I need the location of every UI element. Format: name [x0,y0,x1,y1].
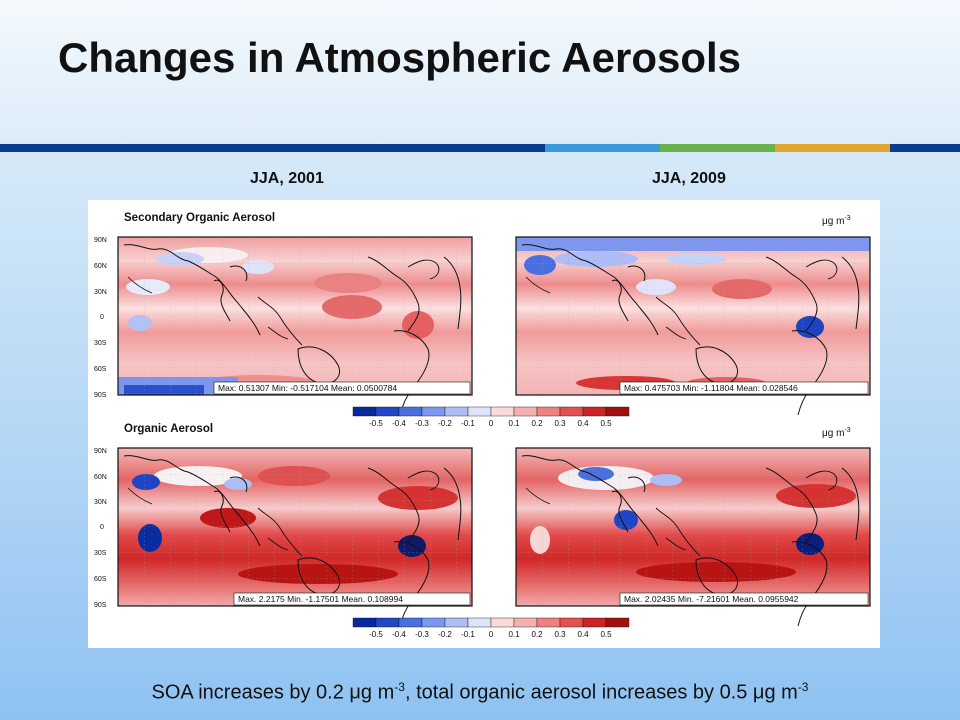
colorbar-tick-label: -0.4 [392,630,406,639]
lat-tick: 60N [94,474,107,481]
colorbar-swatch [375,617,400,628]
accent-bar-2 [545,144,660,152]
lat-tick: 90N [94,237,107,244]
colorbar-swatch [559,406,584,417]
accent-bar-5 [890,144,960,152]
map-soa-2001: Max: 0.51307 Min: -0.517104 Mean: 0.0500… [117,236,473,416]
map-soa-2009: Max: 0.475703 Min: -1.11804 Mean: 0.0285… [515,236,871,416]
unit-label-top: μg m-3 [822,215,851,227]
slide-caption: SOA increases by 0.2 μg m-3, total organ… [0,680,960,705]
colorbar-tick-label: -0.2 [438,630,452,639]
lat-tick: 0 [100,524,104,531]
colorbar-tick-label: -0.5 [369,630,383,639]
colorbar-tick-labels: -0.5 -0.4 -0.3 -0.2 -0.1 0 0.1 0.2 0.3 0.4 0.5 [369,630,612,639]
colorbar-swatch [559,617,584,628]
colorbar-swatch [513,406,538,417]
colorbar-swatches [352,617,630,628]
caption-text-2: , total organic aerosol increases by 0.5… [404,681,798,704]
title-area [0,0,960,145]
caption-exponent-1: -3 [394,680,405,694]
column-label-2001: JJA, 2001 [250,170,324,187]
stats-oa-2001: Max. 2.2175 Min. -1.17501 Mean. 0.108994 [238,594,403,604]
lat-tick: 60S [94,366,107,373]
row-title-soa: Secondary Organic Aerosol [124,212,275,224]
colorbar-bottom: -0.5 -0.4 -0.3 -0.2 -0.1 0 0.1 0.2 0.3 0.4 0.5 [352,617,630,639]
stats-oa-2009: Max. 2.02435 Min. -7.21601 Mean. 0.09559… [624,594,799,604]
lat-tick: 0 [100,314,104,321]
map-oa-2009: Max. 2.02435 Min. -7.21601 Mean. 0.09559… [515,447,871,627]
colorbar-tick-label: 0.4 [577,630,589,639]
lat-tick: 30S [94,550,107,557]
colorbar-swatch [582,617,607,628]
lat-tick: 90S [94,602,107,609]
colorbar-tick-label: 0.3 [554,419,566,428]
colorbar-swatch [398,617,423,628]
lat-axis-top: 90N 60N 30N 0 30S 60S 90S [94,237,107,399]
colorbar-tick-label: 0.1 [508,630,520,639]
colorbar-swatch [421,406,446,417]
accent-bar-4 [775,144,890,152]
accent-bar-3 [660,144,775,152]
colorbar-tick-label: 0.1 [508,419,520,428]
colorbar-swatch [536,406,561,417]
colorbar-swatch [421,617,446,628]
colorbar-tick-label: -0.5 [369,419,383,428]
colorbar-swatch [467,406,492,417]
colorbar-swatch [444,406,469,417]
map-oa-2001: Max. 2.2175 Min. -1.17501 Mean. 0.108994 [117,447,473,627]
colorbar-swatch [398,406,423,417]
colorbar-swatch [513,617,538,628]
stats-soa-2001: Max: 0.51307 Min: -0.517104 Mean: 0.0500… [218,383,397,393]
colorbar-tick-label: -0.1 [461,630,475,639]
column-label-2009: JJA, 2009 [652,170,726,187]
colorbar-tick-label: 0.3 [554,630,566,639]
colorbar-tick-label: 0 [489,630,494,639]
colorbar-tick-label: -0.4 [392,419,406,428]
colorbar-tick-label: -0.1 [461,419,475,428]
colorbar-swatch [467,617,492,628]
colorbar-swatches [352,406,630,417]
colorbar-tick-labels: -0.5 -0.4 -0.3 -0.2 -0.1 0 0.1 0.2 0.3 0.4 0.5 [369,419,612,428]
slide-title: Changes in Atmospheric Aerosols [58,34,742,81]
row-title-oa: Organic Aerosol [124,423,213,435]
colorbar-tick-label: 0 [489,419,494,428]
lat-tick: 60S [94,576,107,583]
colorbar-top: -0.5 -0.4 -0.3 -0.2 -0.1 0 0.1 0.2 0.3 0.4 0.5 [352,406,630,428]
caption-text-1: SOA increases by 0.2 μg m [151,681,395,704]
colorbar-swatch [582,406,607,417]
colorbar-swatch [375,406,400,417]
colorbar-tick-label: -0.3 [415,419,429,428]
colorbar-tick-label: 0.5 [600,630,612,639]
lat-tick: 90S [94,392,107,399]
colorbar-swatch [605,406,630,417]
lat-tick: 30S [94,340,107,347]
colorbar-swatch [536,617,561,628]
colorbar-swatch [490,406,515,417]
stats-soa-2009: Max: 0.475703 Min: -1.11804 Mean: 0.0285… [624,383,798,393]
lat-tick: 60N [94,263,107,270]
caption-exponent-2: -3 [797,680,809,694]
colorbar-tick-label: 0.2 [531,630,543,639]
colorbar-swatch [605,617,630,628]
colorbar-swatch [444,617,469,628]
lat-tick: 30N [94,499,107,506]
lat-tick: 30N [94,289,107,296]
colorbar-tick-label: 0.4 [577,419,589,428]
colorbar-tick-label: -0.2 [438,419,452,428]
lat-axis-bottom: 90N 60N 30N 0 30S 60S 90S [94,448,107,609]
colorbar-tick-label: 0.5 [600,419,612,428]
colorbar-swatch [490,617,515,628]
accent-bar-1 [0,144,545,152]
unit-label-bottom: μg m-3 [822,427,851,439]
lat-tick: 90N [94,448,107,455]
colorbar-swatch [352,406,377,417]
aerosol-map-figure: Secondary Organic Aerosol Organic Aeroso… [88,200,880,648]
colorbar-tick-label: -0.3 [415,630,429,639]
colorbar-tick-label: 0.2 [531,419,543,428]
colorbar-swatch [352,617,377,628]
